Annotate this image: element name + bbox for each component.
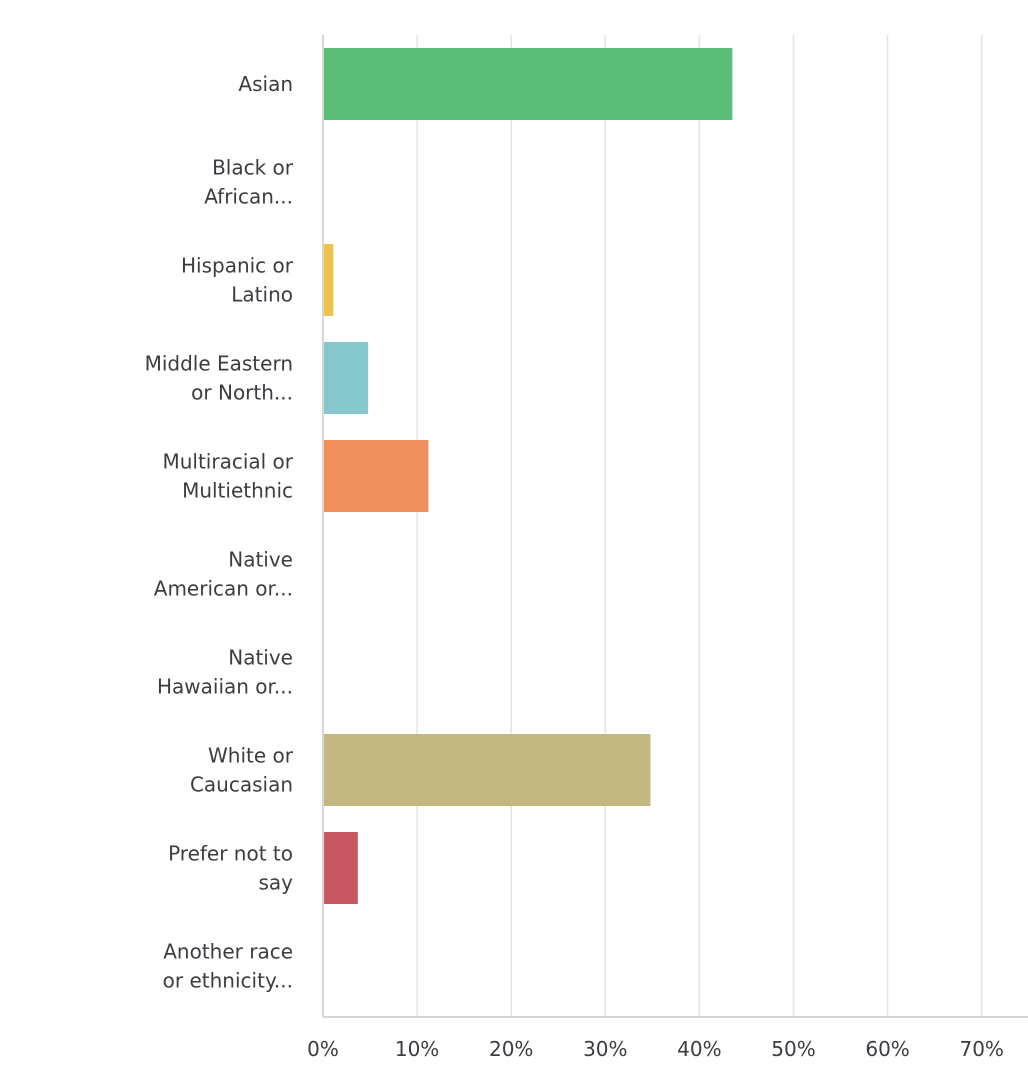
category-label: Middle Eastern or North... — [145, 352, 293, 405]
category-label: Prefer not to say — [168, 842, 293, 895]
category-label-line: Latino — [231, 283, 293, 307]
x-tick-labels: 0% 10% 20% 30% 40% 50% 60% 70% — [307, 1037, 1004, 1061]
bar[interactable] — [324, 734, 651, 806]
category-label: Black or African... — [204, 156, 294, 209]
x-tick-label: 10% — [395, 1037, 439, 1061]
category-label-line: Black or — [212, 156, 294, 180]
category-label-line: or ethnicity... — [163, 969, 293, 993]
category-label-line: African... — [204, 185, 293, 209]
category-label-line: or North... — [191, 381, 293, 405]
category-label: White or Caucasian — [190, 744, 294, 797]
x-tick-label: 0% — [307, 1037, 339, 1061]
category-label-line: American or... — [154, 577, 293, 601]
category-label-line: Multiracial or — [162, 450, 293, 474]
category-label-line: Native — [228, 548, 293, 572]
category-label: Hispanic or Latino — [181, 254, 294, 307]
x-tick-label: 50% — [771, 1037, 815, 1061]
category-label-line: Hawaiian or... — [157, 675, 293, 699]
category-label-line: Middle Eastern — [145, 352, 293, 376]
category-labels: Asian Black or African... Hispanic or Latino… — [145, 72, 294, 993]
category-label-line: Prefer not to — [168, 842, 293, 866]
category-label: Native American or... — [154, 548, 293, 601]
category-label: Native Hawaiian or... — [157, 646, 293, 699]
category-label-line: Another race — [163, 940, 293, 964]
gridlines — [416, 35, 983, 1017]
axes — [322, 35, 1028, 1018]
bars — [324, 48, 733, 904]
bar[interactable] — [324, 244, 334, 316]
category-label: Multiracial or Multiethnic — [162, 450, 293, 503]
category-label-line: Native — [228, 646, 293, 670]
category-label-line: Asian — [238, 72, 293, 96]
bar[interactable] — [324, 440, 429, 512]
bar[interactable] — [324, 48, 733, 120]
x-tick-label: 20% — [489, 1037, 533, 1061]
category-label: Asian — [238, 72, 293, 96]
category-label-line: Caucasian — [190, 773, 293, 797]
x-tick-label: 30% — [583, 1037, 627, 1061]
category-label-line: say — [258, 871, 293, 895]
category-label-line: Multiethnic — [182, 479, 293, 503]
x-tick-label: 60% — [865, 1037, 909, 1061]
x-tick-label: 70% — [959, 1037, 1003, 1061]
x-tick-label: 40% — [677, 1037, 721, 1061]
category-label: Another race or ethnicity... — [163, 940, 293, 993]
category-label-line: Hispanic or — [181, 254, 294, 278]
category-label-line: White or — [208, 744, 294, 768]
bar[interactable] — [324, 832, 358, 904]
bar[interactable] — [324, 342, 369, 414]
